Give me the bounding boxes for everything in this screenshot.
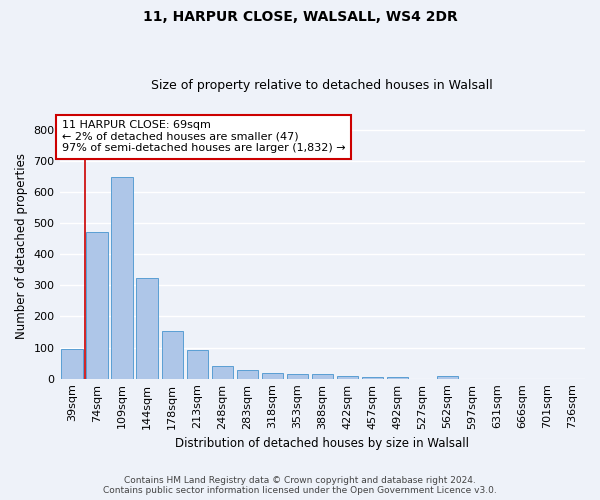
Bar (112, 177, 133, 378)
Bar (262, 373, 283, 378)
Bar (86, 232, 108, 378)
Bar (136, 278, 158, 378)
Bar (287, 374, 308, 378)
Text: 11 HARPUR CLOSE: 69sqm
← 2% of detached houses are smaller (47)
97% of semi-deta: 11 HARPUR CLOSE: 69sqm ← 2% of detached … (62, 120, 346, 154)
Y-axis label: Number of detached properties: Number of detached properties (15, 154, 28, 340)
Text: 11, HARPUR CLOSE, WALSALL, WS4 2DR: 11, HARPUR CLOSE, WALSALL, WS4 2DR (143, 10, 457, 24)
Bar (236, 370, 258, 378)
Bar (337, 376, 358, 378)
X-axis label: Distribution of detached houses by size in Walsall: Distribution of detached houses by size … (175, 437, 469, 450)
Bar (61, 349, 83, 378)
Bar (212, 366, 233, 378)
Title: Size of property relative to detached houses in Walsall: Size of property relative to detached ho… (151, 79, 493, 92)
Bar (161, 331, 183, 378)
Bar (437, 376, 458, 378)
Bar (311, 374, 333, 378)
Bar (187, 350, 208, 378)
Text: Contains HM Land Registry data © Crown copyright and database right 2024.
Contai: Contains HM Land Registry data © Crown c… (103, 476, 497, 495)
Bar (362, 376, 383, 378)
